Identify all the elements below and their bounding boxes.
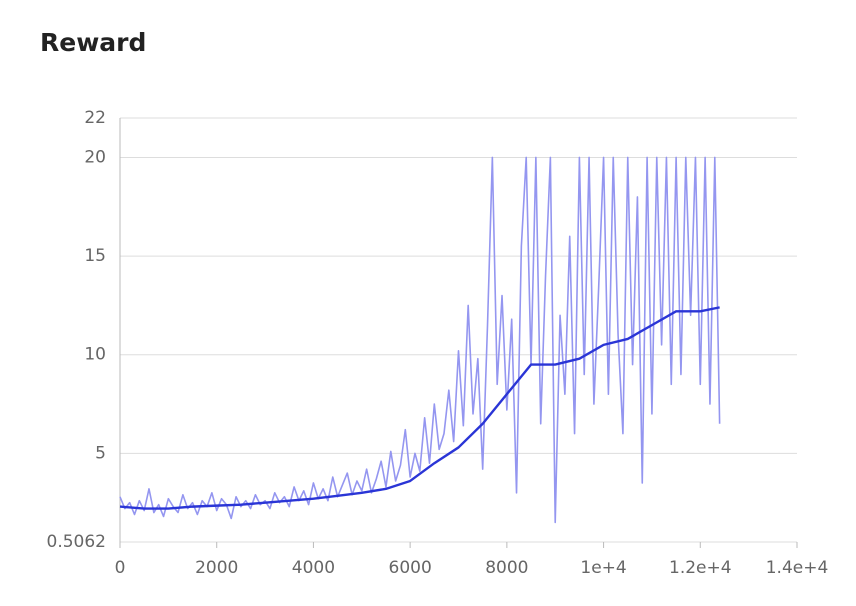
x-tick-label: 0 [115, 558, 126, 578]
x-tick-label: 1.2e+4 [669, 558, 732, 578]
y-tick-label: 15 [84, 246, 106, 266]
y-tick-label: 20 [84, 147, 106, 167]
x-tick-label: 1.4e+4 [766, 558, 829, 578]
line-series [119, 156, 721, 524]
y-tick-label: 0.5062 [47, 532, 106, 552]
x-tick-label: 6000 [389, 558, 432, 578]
chart-title: Reward [40, 28, 146, 57]
line-series [119, 306, 720, 510]
y-tick-label: 22 [84, 108, 106, 128]
x-tick-label: 2000 [195, 558, 238, 578]
x-tick-label: 8000 [485, 558, 528, 578]
y-tick-label: 5 [95, 443, 106, 463]
x-tick-label: 1e+4 [580, 558, 626, 578]
y-tick-label: 10 [84, 345, 106, 365]
x-tick-label: 4000 [292, 558, 335, 578]
